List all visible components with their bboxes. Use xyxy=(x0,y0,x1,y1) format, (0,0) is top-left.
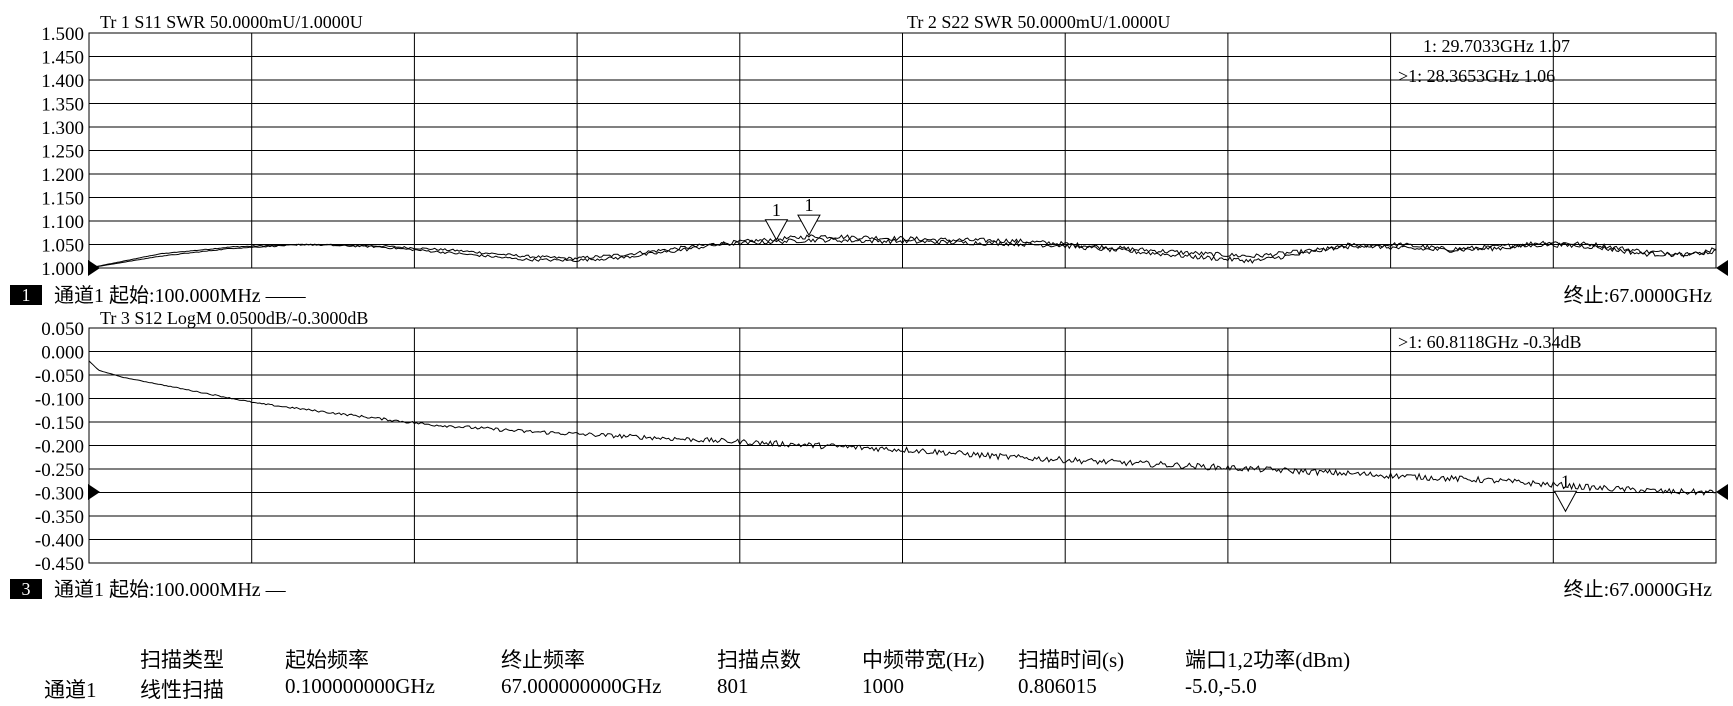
y-tick-label: 1.350 xyxy=(41,95,84,116)
marker-label: 1 xyxy=(772,200,781,220)
row-label-channel1: 通道1 xyxy=(44,678,97,702)
y-tick-label: -0.250 xyxy=(35,460,84,481)
reference-arrow-right xyxy=(1716,260,1728,276)
stop-frequency-2: 终止:67.0000GHz xyxy=(1564,578,1712,601)
marker-triangle xyxy=(764,219,789,241)
y-tick-label: 1.000 xyxy=(41,259,84,280)
value-sweep-time: 0.806015 xyxy=(1018,674,1097,698)
channel-badge xyxy=(10,285,42,305)
trace-line-1 xyxy=(88,360,1717,496)
marker-triangle xyxy=(1553,490,1578,513)
marker-readout-3: >1: 60.8118GHz -0.34dB xyxy=(1398,332,1581,352)
y-tick-label: -0.150 xyxy=(35,413,84,434)
y-tick-label: 1.500 xyxy=(41,24,84,45)
marker-label: 1 xyxy=(804,195,813,215)
y-tick-label: 0.000 xyxy=(41,343,84,364)
y-tick-label: -0.300 xyxy=(35,484,84,505)
value-if-bandwidth: 1000 xyxy=(862,674,904,698)
y-tick-label: -0.050 xyxy=(35,366,84,387)
header-sweep-time: 扫描时间(s) xyxy=(1018,648,1125,672)
y-tick-label: 0.050 xyxy=(41,319,84,340)
header-start-freq: 起始频率 xyxy=(285,648,369,672)
header-port-power: 端口1,2功率(dBm) xyxy=(1185,648,1351,672)
y-tick-label: 1.450 xyxy=(41,48,84,69)
trace-label-tr3: Tr 3 S12 LogM 0.0500dB/-0.3000dB xyxy=(100,308,368,328)
logm-y-ticks: 0.050 0.000-0.050 -0.100-0.150 -0.200-0.250… xyxy=(35,319,84,575)
start-frequency-2: 通道1 起始:100.000MHz — xyxy=(54,578,287,601)
trace-label-tr2: Tr 2 S22 SWR 50.0000mU/1.0000U xyxy=(907,12,1170,32)
logm-markers: 1 xyxy=(1553,471,1578,513)
y-tick-label: 1.050 xyxy=(41,236,84,257)
y-tick-label: -0.350 xyxy=(35,507,84,528)
reference-arrow-right-2 xyxy=(1716,484,1728,500)
y-tick-label: -0.400 xyxy=(35,531,84,552)
y-tick-label: 1.100 xyxy=(41,212,84,233)
y-tick-label: 1.400 xyxy=(41,71,84,92)
y-tick-label: -0.450 xyxy=(35,554,84,575)
value-points: 801 xyxy=(717,674,749,698)
marker-readout-1: 1: 29.7033GHz 1.07 xyxy=(1423,36,1570,56)
channel-badge-text-2: 3 xyxy=(22,579,31,599)
swr-panel: Tr 1 S11 SWR 50.0000mU/1.0000U Tr 2 S22 … xyxy=(10,12,1728,307)
header-points: 扫描点数 xyxy=(717,648,801,672)
start-frequency: 通道1 起始:100.000MHz —— xyxy=(54,284,307,307)
channel-badge-text: 1 xyxy=(22,285,31,305)
y-tick-label: -0.200 xyxy=(35,437,84,458)
value-sweep-type: 线性扫描 xyxy=(140,678,224,702)
value-stop-freq: 67.000000000GHz xyxy=(501,674,662,698)
marker-triangle xyxy=(797,214,821,237)
marker-label: 1 xyxy=(1561,471,1570,491)
channel-badge-2 xyxy=(10,579,42,599)
swr-grid xyxy=(88,32,1717,269)
logm-panel: Tr 3 S12 LogM 0.0500dB/-0.3000dB 0.0500.… xyxy=(10,308,1728,601)
reference-arrow-left-2 xyxy=(88,484,100,500)
y-tick-label: 1.300 xyxy=(41,118,84,139)
header-stop-freq: 终止频率 xyxy=(501,648,585,672)
value-start-freq: 0.100000000GHz xyxy=(285,674,435,698)
logm-traces xyxy=(88,360,1717,496)
value-port-power: -5.0,-5.0 xyxy=(1185,674,1257,698)
stop-frequency: 终止:67.0000GHz xyxy=(1564,284,1712,307)
trace-line-2 xyxy=(88,237,1717,269)
swr-traces xyxy=(88,234,1717,269)
y-tick-label: -0.100 xyxy=(35,390,84,411)
trace-label-tr1: Tr 1 S11 SWR 50.0000mU/1.0000U xyxy=(100,12,363,32)
y-tick-label: 1.150 xyxy=(41,189,84,210)
header-sweep-type: 扫描类型 xyxy=(140,648,224,672)
y-tick-label: 1.200 xyxy=(41,165,84,186)
logm-grid xyxy=(88,327,1717,564)
y-tick-label: 1.250 xyxy=(41,142,84,163)
marker-readout-2: >1: 28.3653GHz 1.06 xyxy=(1398,66,1555,86)
header-if-bandwidth: 中频带宽(Hz) xyxy=(862,648,985,672)
reference-arrow-left xyxy=(88,260,100,276)
